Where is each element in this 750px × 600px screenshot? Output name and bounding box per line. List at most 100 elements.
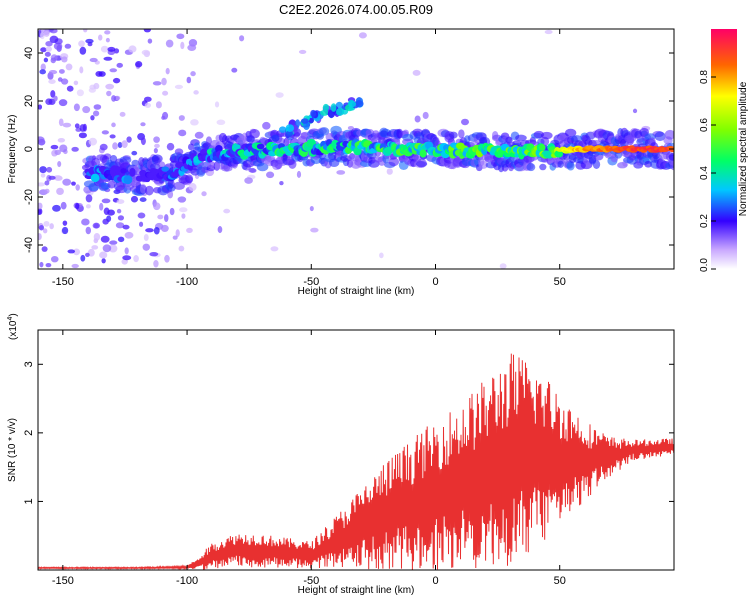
heatmap-noise-cell xyxy=(57,138,66,143)
heatmap-noise-cell xyxy=(105,37,110,43)
heatmap-noise-cell xyxy=(107,46,116,52)
heatmap-noise-cell xyxy=(62,220,68,226)
heatmap-noise-cell xyxy=(102,218,109,225)
heatmap-noise-cell xyxy=(149,252,159,257)
heatmap-noise-cell xyxy=(40,63,46,71)
heatmap-noise-cell xyxy=(135,61,143,68)
heatmap-noise-cell xyxy=(73,103,80,112)
heatmap-noise-cell xyxy=(50,57,56,64)
heatmap-noise-cell xyxy=(100,235,110,243)
heatmap-halo-cell xyxy=(207,161,215,169)
snr-x-tick-label: -50 xyxy=(303,575,319,587)
heatmap-noise-cell xyxy=(175,229,180,238)
heatmap-noise-cell xyxy=(82,106,91,114)
heatmap-noise-cell xyxy=(44,188,50,194)
heatmap-noise-cell xyxy=(50,144,59,150)
heatmap-noise-cell xyxy=(71,181,76,186)
heatmap-noise-cell xyxy=(99,251,108,259)
heatmap-noise-cell xyxy=(460,118,470,126)
heatmap-ridge-cell xyxy=(200,148,208,155)
heatmap-noise-cell xyxy=(40,173,46,178)
heatmap-noise-cell xyxy=(117,142,123,149)
heatmap-noise-cell xyxy=(201,191,207,197)
heatmap-halo-cell xyxy=(540,131,553,140)
heatmap-y-tick-label: 40 xyxy=(23,47,35,59)
heatmap-noise-cell xyxy=(116,208,122,214)
heatmap-noise-cell xyxy=(144,102,152,108)
heatmap-halo-cell xyxy=(119,156,132,164)
heatmap-noise-cell xyxy=(262,121,271,130)
heatmap-noise-cell xyxy=(112,77,121,84)
heatmap-noise-cell xyxy=(116,199,125,204)
heatmap-noise-cell xyxy=(347,125,354,131)
heatmap-noise-cell xyxy=(172,235,178,240)
heatmap-halo-cell xyxy=(644,160,653,168)
heatmap-noise-cell xyxy=(116,62,123,68)
colorbar-tick-label: 0.8 xyxy=(699,70,710,84)
heatmap-noise-cell xyxy=(386,168,393,175)
heatmap-ridge-cell xyxy=(546,151,554,159)
heatmap-noise-cell xyxy=(141,49,150,56)
heatmap-xlabel: Height of straight line (km) xyxy=(298,286,415,297)
heatmap-branch-cell xyxy=(348,100,357,108)
snr-y-tick-label: 1 xyxy=(23,498,35,504)
snr-frame xyxy=(37,329,675,571)
heatmap-noise-cell xyxy=(153,226,160,235)
heatmap-noise-cell xyxy=(58,99,68,107)
heatmap-noise-cell xyxy=(49,223,54,230)
heatmap-noise-cell xyxy=(223,208,231,214)
heatmap-noise-cell xyxy=(40,47,47,53)
heatmap-noise-cell xyxy=(169,207,175,216)
heatmap-halo-cell xyxy=(564,128,577,138)
snr-x-tick-label: 50 xyxy=(554,575,566,587)
heatmap-noise-cell xyxy=(40,29,45,33)
heatmap-noise-cell xyxy=(122,255,132,261)
heatmap-noise-cell xyxy=(85,226,92,235)
heatmap-noise-cell xyxy=(93,82,100,90)
heatmap-ridge-cell xyxy=(256,143,265,150)
heatmap-noise-cell xyxy=(143,234,149,242)
colorbar-label: Normalized spectral amplitude xyxy=(738,81,749,216)
heatmap-noise-cell xyxy=(309,205,314,212)
heatmap-noise-cell xyxy=(126,136,132,143)
heatmap-noise-cell xyxy=(122,224,130,230)
heatmap-x-tick-label: 50 xyxy=(554,276,566,288)
heatmap-noise-cell xyxy=(178,129,187,137)
heatmap-noise-cell xyxy=(41,246,48,252)
heatmap-branch-cell xyxy=(300,118,309,124)
heatmap-noise-cell xyxy=(92,222,101,229)
heatmap-branch-cell xyxy=(320,109,329,116)
heatmap-branch-cell xyxy=(310,109,317,118)
heatmap-x-tick-label: -150 xyxy=(52,276,74,288)
heatmap-noise-cell xyxy=(164,214,169,223)
heatmap-noise-cell xyxy=(91,245,99,250)
heatmap-noise-cell xyxy=(75,202,80,210)
heatmap-noise-cell xyxy=(60,201,67,210)
heatmap-halo-cell xyxy=(557,160,564,168)
heatmap-noise-cell xyxy=(142,243,151,251)
heatmap-halo-cell xyxy=(668,152,674,161)
heatmap-noise-cell xyxy=(358,32,367,39)
heatmap-noise-cell xyxy=(74,123,80,129)
heatmap-noise-cell xyxy=(95,70,103,77)
heatmap-noise-cell xyxy=(140,122,146,127)
snr-y-tick-label: 2 xyxy=(23,430,35,436)
heatmap-noise-cell xyxy=(48,79,56,84)
heatmap-noise-cell xyxy=(121,140,128,149)
heatmap-noise-cell xyxy=(160,224,169,232)
heatmap-noise-cell xyxy=(92,110,100,117)
colorbar-tick-label: 0.6 xyxy=(699,118,710,132)
heatmap-noise-cell xyxy=(57,160,62,168)
heatmap-noise-cell xyxy=(58,118,64,127)
heatmap-halo-cell xyxy=(256,162,269,172)
heatmap-noise-cell xyxy=(154,143,160,149)
heatmap-x-tick-label: -100 xyxy=(176,276,198,288)
heatmap-noise-cell xyxy=(75,184,80,191)
heatmap-noise-cell xyxy=(137,212,146,219)
heatmap-noise-cell xyxy=(45,41,53,47)
heatmap-noise-cell xyxy=(194,131,204,139)
heatmap-noise-cell xyxy=(161,77,167,86)
heatmap-noise-cell xyxy=(412,69,421,76)
heatmap-noise-cell xyxy=(46,166,53,173)
heatmap-noise-cell xyxy=(101,198,111,204)
